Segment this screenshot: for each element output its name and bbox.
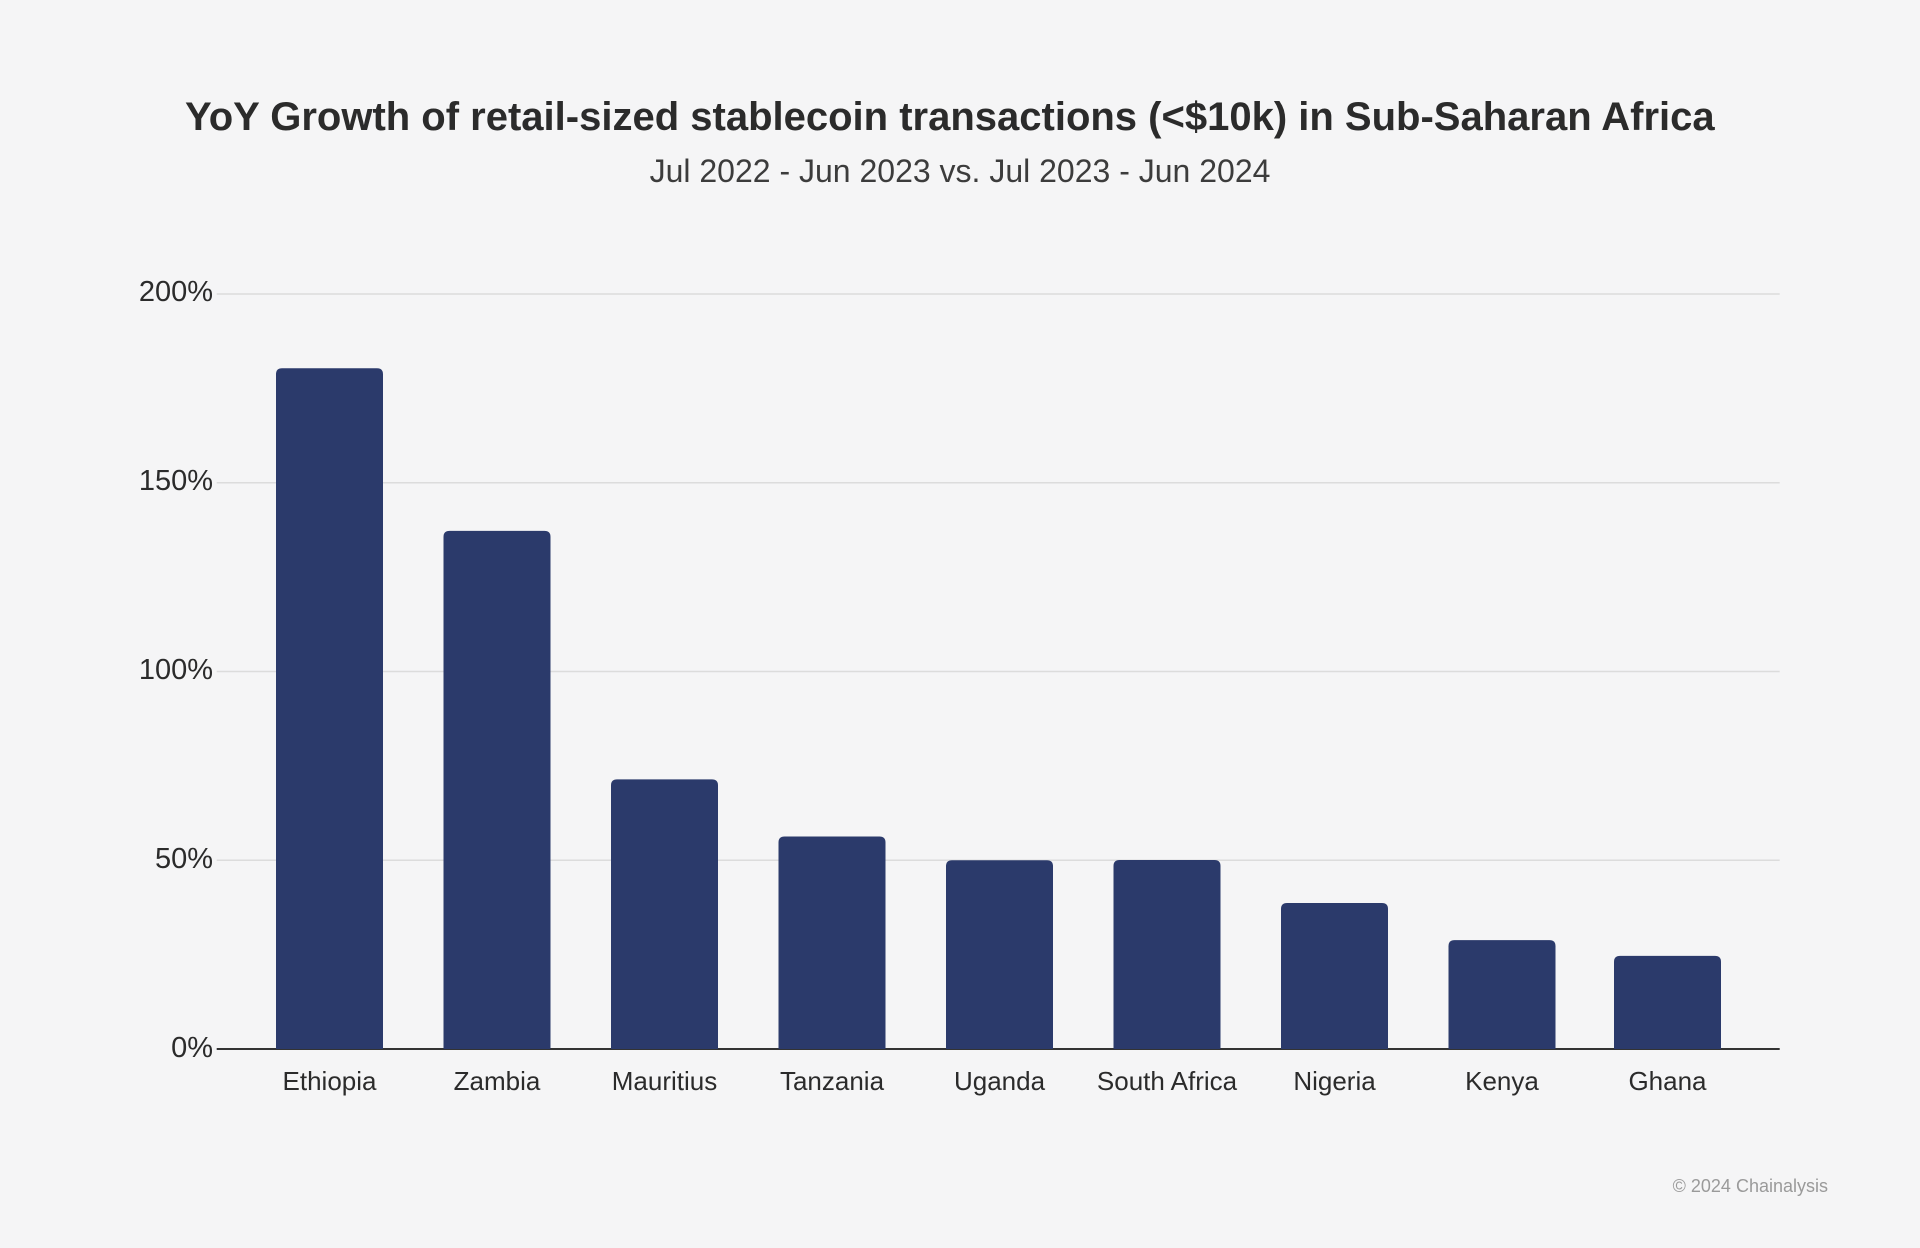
svg-text:0%: 0% bbox=[171, 1032, 213, 1064]
svg-text:200%: 200% bbox=[139, 276, 213, 308]
svg-text:Nigeria: Nigeria bbox=[1293, 1066, 1376, 1096]
svg-text:Zambia: Zambia bbox=[454, 1066, 541, 1096]
svg-text:Ethiopia: Ethiopia bbox=[283, 1066, 377, 1096]
svg-text:South Africa: South Africa bbox=[1097, 1066, 1238, 1096]
svg-text:Kenya: Kenya bbox=[1465, 1066, 1539, 1096]
svg-text:50%: 50% bbox=[155, 843, 213, 875]
svg-text:Tanzania: Tanzania bbox=[780, 1066, 885, 1096]
svg-text:Ghana: Ghana bbox=[1628, 1066, 1707, 1096]
svg-text:Mauritius: Mauritius bbox=[612, 1066, 717, 1096]
svg-text:100%: 100% bbox=[139, 654, 213, 686]
svg-text:150%: 150% bbox=[139, 465, 213, 497]
svg-text:Uganda: Uganda bbox=[954, 1066, 1046, 1096]
